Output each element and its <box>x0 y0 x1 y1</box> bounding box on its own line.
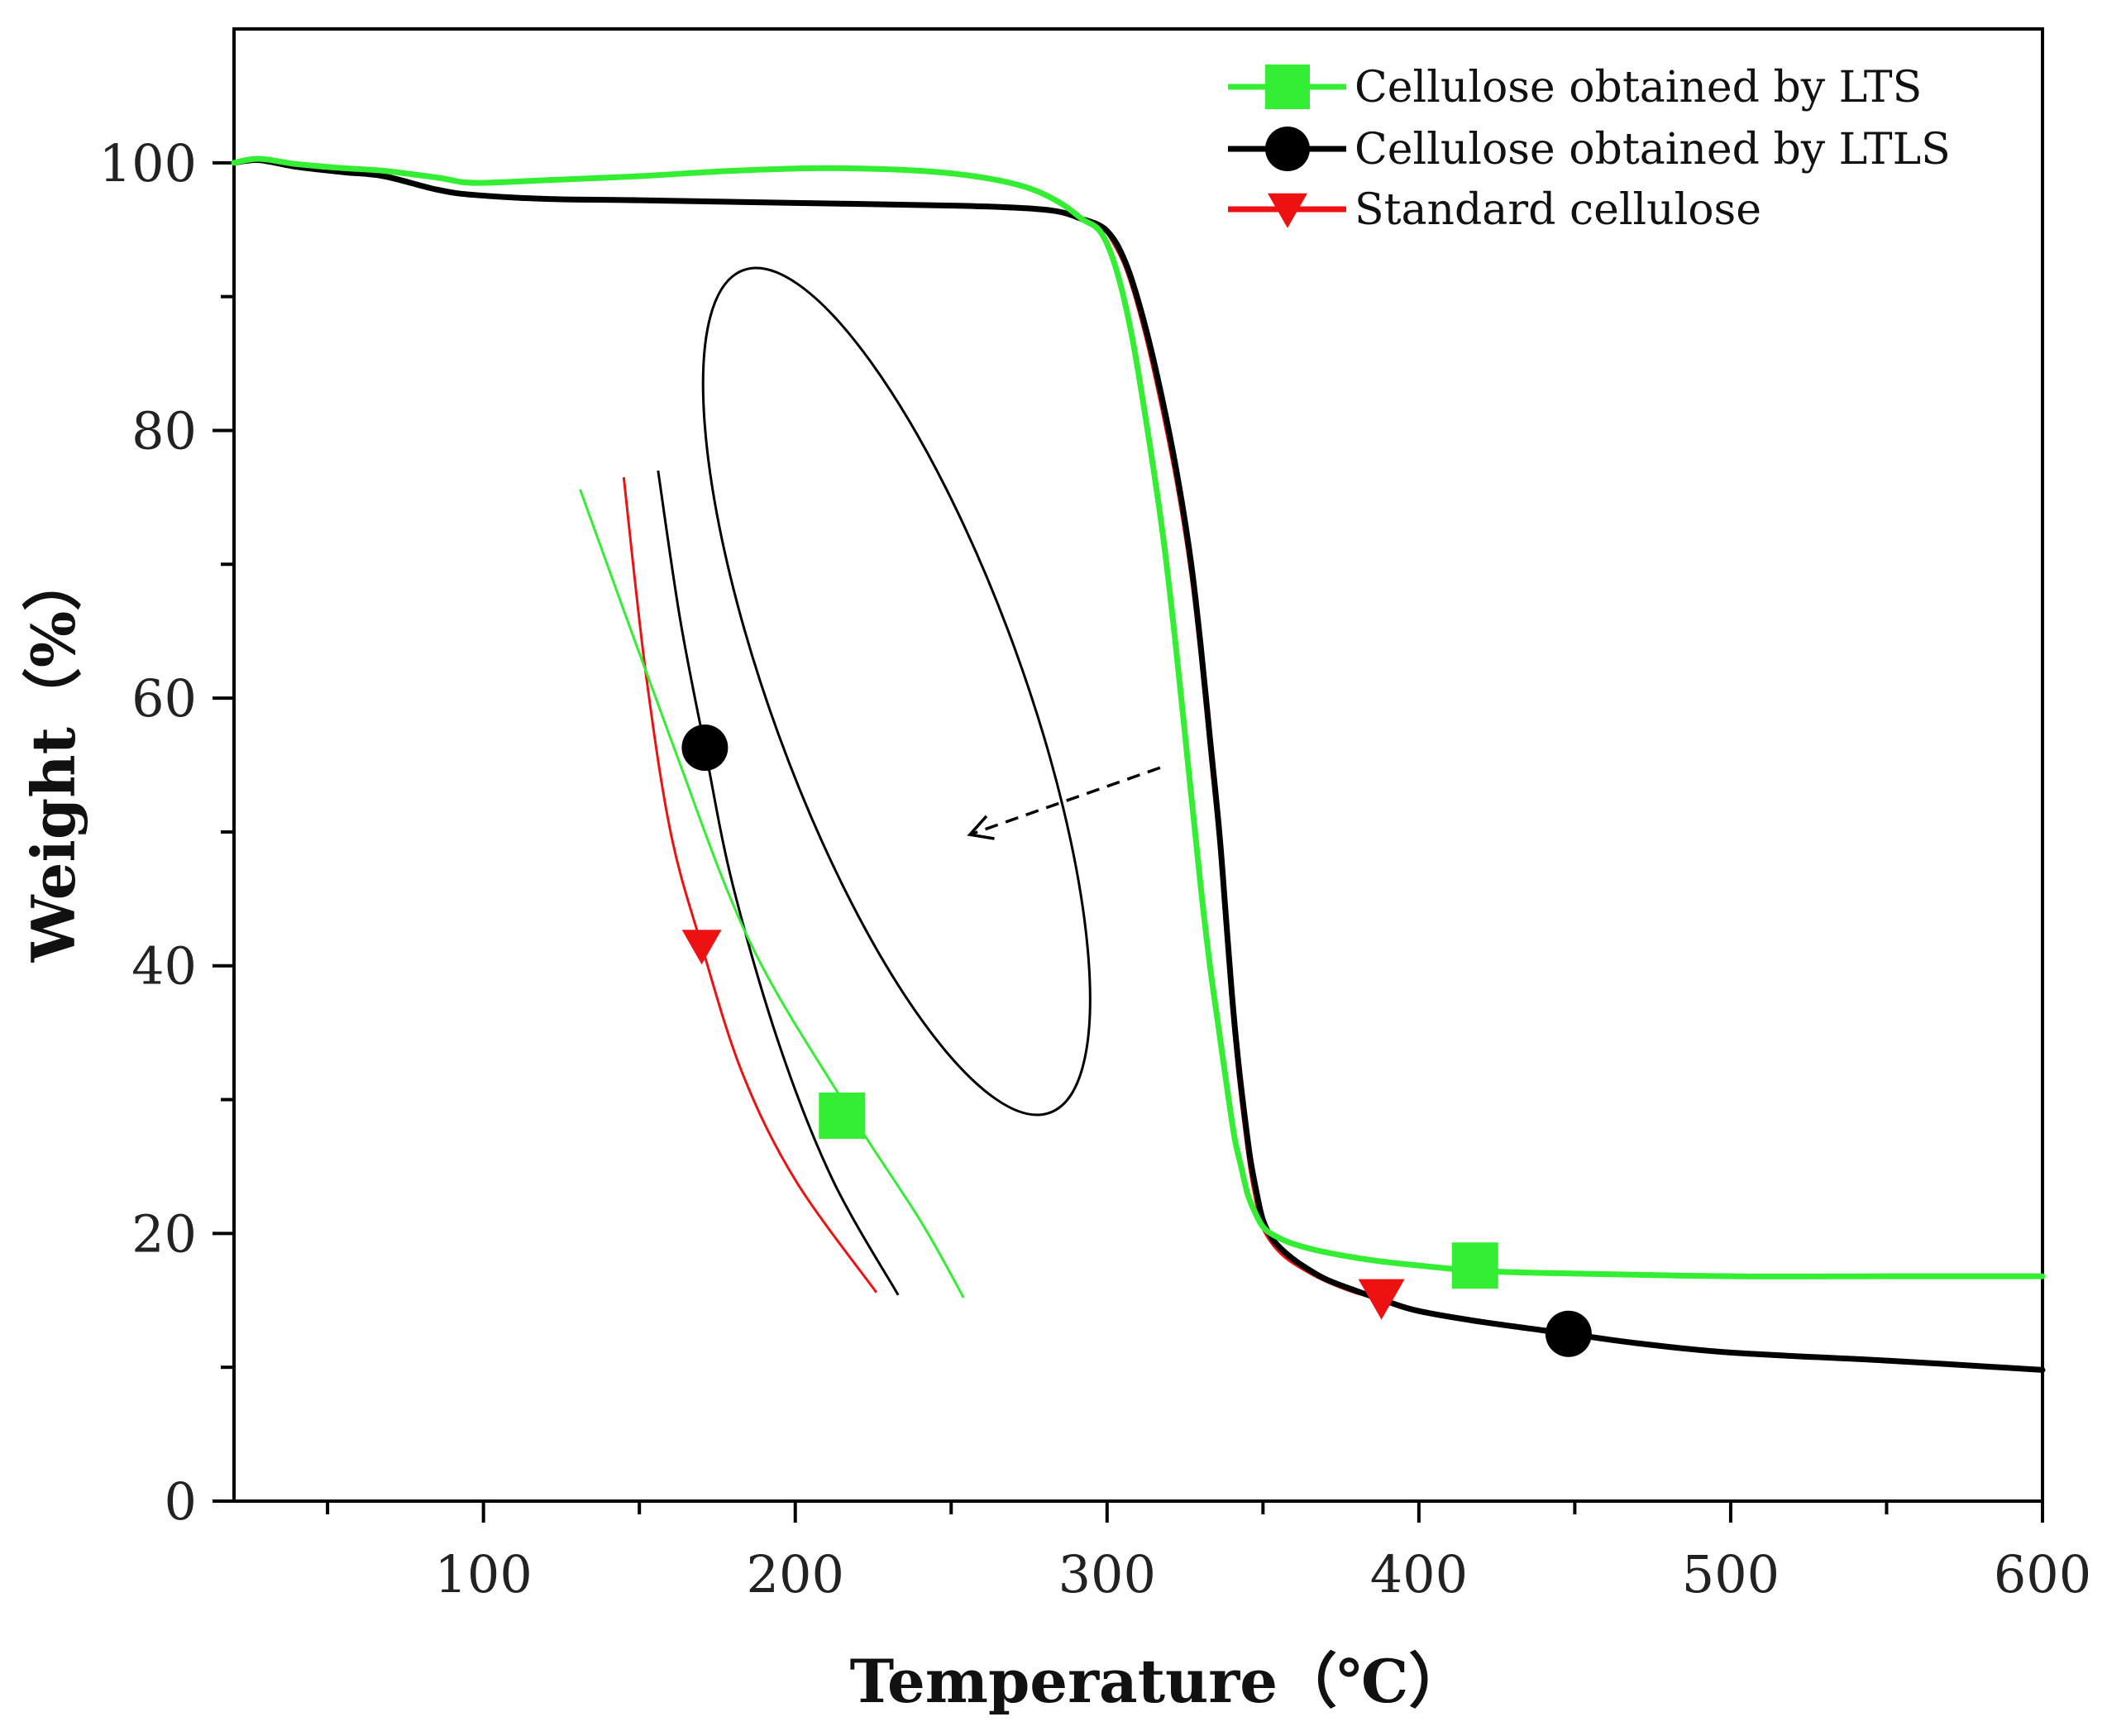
x-tick-label: 300 <box>1058 1544 1156 1604</box>
inset-marker <box>681 724 729 771</box>
y-tick-label: 100 <box>99 133 197 194</box>
inset-marker <box>681 930 722 965</box>
series-line <box>1105 228 1384 1300</box>
inset-arrow-head <box>967 815 995 840</box>
series-group <box>231 155 2046 1373</box>
legend-marker <box>1265 65 1310 109</box>
legend-label: Cellulose obtained by LTS <box>1354 63 1922 112</box>
inset-arrow-line <box>969 766 1161 836</box>
legend-marker <box>1268 193 1307 228</box>
y-tick-label: 80 <box>131 400 197 461</box>
inset-marker <box>819 1092 866 1139</box>
y-tick-label: 60 <box>131 668 197 729</box>
x-tick-label: 200 <box>747 1544 844 1604</box>
series-line <box>231 156 2046 1373</box>
series-marker <box>1545 1310 1592 1357</box>
y-tick-label: 0 <box>165 1471 197 1532</box>
x-tick-label: 100 <box>434 1544 532 1604</box>
inset-curve <box>622 476 878 1294</box>
x-tick-label: 600 <box>1994 1544 2091 1604</box>
x-tick-label: 400 <box>1370 1544 1468 1604</box>
legend-marker <box>1265 127 1310 171</box>
axes-group: 100 200 300 400 500 600 0 20 40 60 80 100 Temperatur… <box>18 27 2091 1716</box>
x-axis-title: Temperature（℃） <box>850 1646 1469 1716</box>
series-marker <box>1358 1279 1405 1320</box>
y-axis-title: Weight（%） <box>18 552 88 964</box>
legend-label: Standard cellulose <box>1354 185 1761 235</box>
y-tick-label: 40 <box>131 936 197 997</box>
y-tick-label: 20 <box>131 1203 197 1264</box>
plot-frame <box>232 27 2044 1503</box>
x-tick-label: 500 <box>1682 1544 1780 1604</box>
markers-group <box>1358 1242 1592 1357</box>
legend-label: Cellulose obtained by LTLS <box>1354 125 1951 175</box>
legend-group: Cellulose obtained by LTS Cellulose obtai… <box>1228 63 1951 235</box>
inset-zoom-group <box>579 266 1161 1298</box>
series-line <box>231 155 2046 1279</box>
inset-curve <box>579 489 965 1298</box>
inset-curve <box>657 470 900 1296</box>
inset-ellipse <box>701 266 1092 1117</box>
series-marker <box>1451 1242 1498 1289</box>
